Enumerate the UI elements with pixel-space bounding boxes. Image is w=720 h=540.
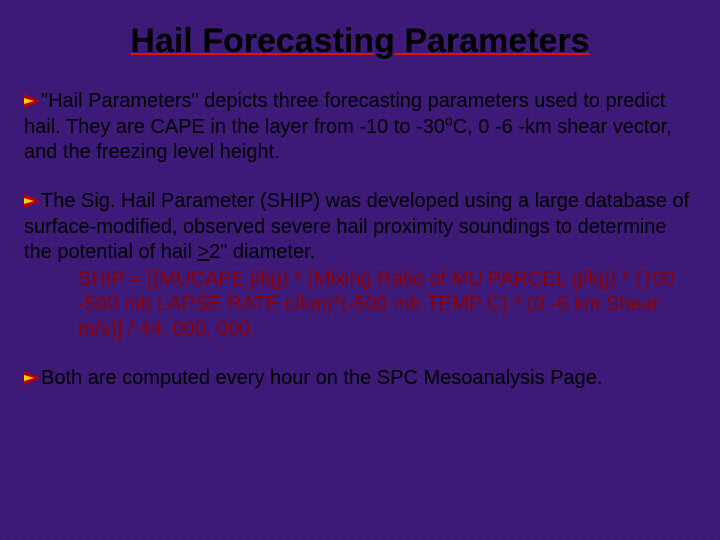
bullet-1: "Hail Parameters" depicts three forecast… <box>24 89 696 165</box>
arrow-icon <box>24 90 40 115</box>
bullet-2-pre: The Sig. Hail Parameter (SHIP) was devel… <box>24 190 689 263</box>
bullet-1-sup: o <box>445 112 453 128</box>
bullet-3: Both are computed every hour on the SPC … <box>24 366 696 392</box>
arrow-icon <box>24 190 40 215</box>
arrow-icon <box>24 367 40 392</box>
bullet-2: The Sig. Hail Parameter (SHIP) was devel… <box>24 189 696 342</box>
bullet-2-post: 2" diameter. <box>209 241 315 263</box>
bullet-2-ul: > <box>197 241 209 263</box>
ship-formula: SHIP = [(MUCAPE j/kg) * (Mixing Ratio of… <box>24 267 696 342</box>
bullet-3-text: Both are computed every hour on the SPC … <box>41 367 602 389</box>
slide-title: Hail Forecasting Parameters <box>24 22 696 61</box>
